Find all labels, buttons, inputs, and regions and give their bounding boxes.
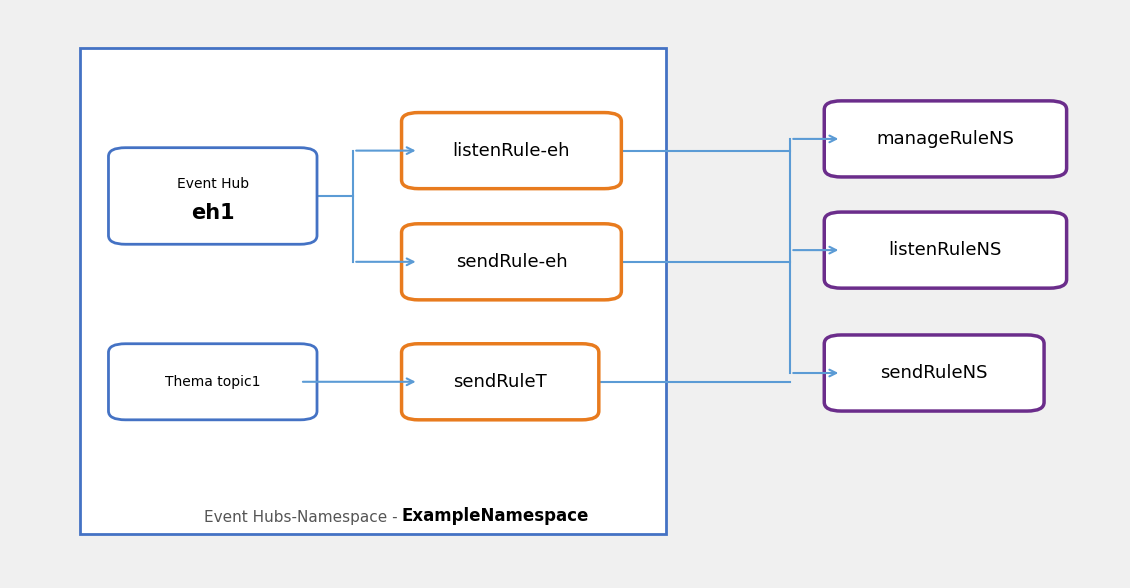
Text: Thema topic1: Thema topic1: [165, 375, 261, 389]
Text: listenRuleNS: listenRuleNS: [889, 241, 1002, 259]
Text: sendRuleT: sendRuleT: [453, 373, 547, 391]
Text: ExampleNamespace: ExampleNamespace: [401, 507, 589, 525]
FancyBboxPatch shape: [401, 344, 599, 420]
FancyBboxPatch shape: [401, 224, 622, 300]
Text: sendRule-eh: sendRule-eh: [455, 253, 567, 271]
Text: manageRuleNS: manageRuleNS: [877, 130, 1015, 148]
FancyBboxPatch shape: [401, 112, 622, 189]
Text: Event Hub: Event Hub: [176, 177, 249, 191]
Text: listenRule-eh: listenRule-eh: [453, 142, 571, 159]
FancyBboxPatch shape: [108, 344, 318, 420]
FancyBboxPatch shape: [824, 212, 1067, 288]
Text: sendRuleNS: sendRuleNS: [880, 364, 988, 382]
Text: Event Hubs-Namespace -: Event Hubs-Namespace -: [205, 510, 408, 525]
FancyBboxPatch shape: [824, 335, 1044, 411]
FancyBboxPatch shape: [80, 48, 667, 534]
FancyBboxPatch shape: [824, 101, 1067, 177]
FancyBboxPatch shape: [108, 148, 318, 244]
Text: eh1: eh1: [191, 203, 235, 223]
